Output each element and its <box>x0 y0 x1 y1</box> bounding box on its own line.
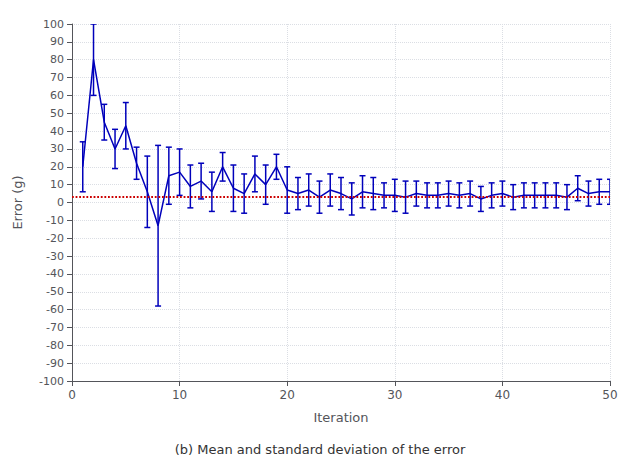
svg-text:10: 10 <box>50 178 64 191</box>
svg-text:60: 60 <box>50 89 64 102</box>
svg-text:0: 0 <box>57 196 64 209</box>
svg-text:(b) Mean and standard deviatio: (b) Mean and standard deviation of the e… <box>175 442 466 457</box>
svg-text:0: 0 <box>68 388 76 402</box>
svg-text:-80: -80 <box>46 339 64 352</box>
svg-text:-20: -20 <box>46 232 64 245</box>
svg-text:-90: -90 <box>46 357 64 370</box>
svg-text:-60: -60 <box>46 303 64 316</box>
svg-text:-50: -50 <box>46 285 64 298</box>
svg-text:30: 30 <box>387 388 402 402</box>
svg-text:40: 40 <box>50 125 64 138</box>
svg-text:-70: -70 <box>46 321 64 334</box>
svg-text:50: 50 <box>602 388 617 402</box>
svg-text:80: 80 <box>50 53 64 66</box>
svg-text:-100: -100 <box>39 375 64 388</box>
svg-text:90: 90 <box>50 35 64 48</box>
svg-text:100: 100 <box>43 18 64 31</box>
svg-text:Error (g): Error (g) <box>10 175 25 229</box>
svg-text:20: 20 <box>50 160 64 173</box>
svg-text:40: 40 <box>495 388 510 402</box>
svg-text:-30: -30 <box>46 250 64 263</box>
svg-text:20: 20 <box>280 388 295 402</box>
svg-text:-40: -40 <box>46 267 64 280</box>
svg-text:70: 70 <box>50 71 64 84</box>
svg-text:10: 10 <box>172 388 187 402</box>
svg-text:30: 30 <box>50 142 64 155</box>
svg-text:-10: -10 <box>46 214 64 227</box>
svg-text:50: 50 <box>50 107 64 120</box>
svg-text:Iteration: Iteration <box>313 410 368 425</box>
